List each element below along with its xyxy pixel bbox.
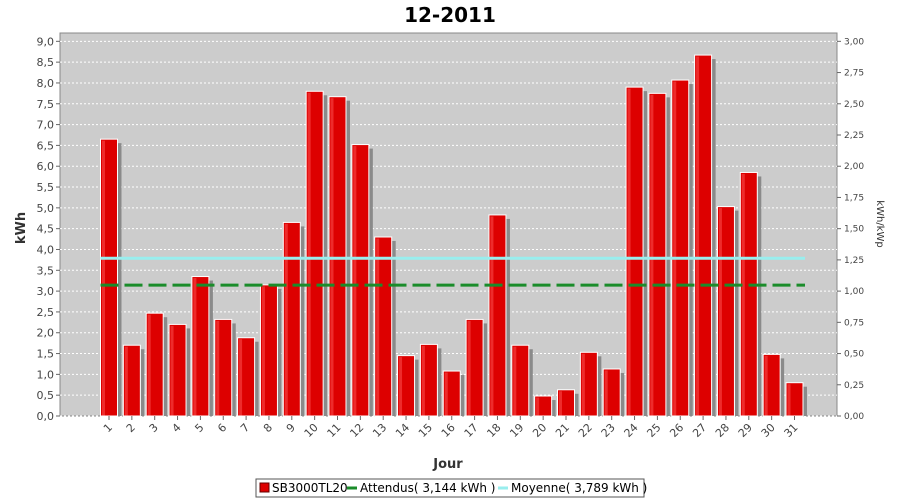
y2-tick-label: 1,25: [844, 256, 864, 266]
y-tick-label: 1,5: [37, 348, 55, 361]
bar-highlight: [604, 370, 608, 416]
chart-title: 12-2011: [404, 3, 496, 27]
y-tick-label: 6,5: [37, 139, 55, 152]
bar-highlight: [718, 208, 722, 416]
y-tick-label: 9,0: [37, 35, 55, 48]
bar-highlight: [490, 216, 494, 416]
legend-swatch-bar: [259, 482, 270, 493]
legend-box: [255, 478, 645, 498]
bar-highlight: [239, 339, 243, 416]
bar-highlight: [216, 320, 220, 416]
bar-highlight: [764, 355, 768, 416]
bar-highlight: [787, 384, 791, 416]
y2-axis-label: kWh/kWp: [874, 200, 885, 247]
reference-lines: [100, 256, 805, 287]
y2-tick-label: 1,75: [844, 193, 864, 203]
y2-tick-label: 3,00: [844, 37, 864, 47]
bar-highlight: [444, 372, 448, 416]
x-axis: 1 2 3 4 5 6 7 8 9 10 11 12 13 14 15 16 17 18 19 20 21 22 23 24 2…: [101, 416, 801, 440]
legend-label-average: Moyenne( 3,789 kWh ): [511, 481, 647, 495]
y-tick-label: 0,5: [37, 389, 55, 402]
bar-highlight: [399, 357, 403, 416]
bar-highlight: [124, 346, 128, 416]
y-tick-label: 7,0: [37, 119, 55, 132]
y2-tick-label: 1,50: [844, 225, 864, 235]
bar-highlight: [353, 146, 357, 416]
y-axis-label: kWh: [14, 212, 29, 244]
bars: [100, 54, 807, 417]
y2-tick-label: 0,75: [844, 318, 864, 328]
bar-highlight: [147, 314, 151, 416]
y-tick-label: 3,5: [37, 264, 55, 277]
legend-label-bar: SB3000TL20: [272, 481, 348, 495]
y2-tick-label: 2,00: [844, 162, 864, 172]
bar-highlight: [559, 391, 562, 416]
y-tick-label: 0,0: [37, 410, 55, 423]
y2-tick-label: 0,25: [844, 381, 864, 391]
bar-highlight: [581, 353, 585, 416]
y2-tick-label: 0,00: [844, 412, 864, 422]
bar-highlight: [170, 325, 174, 416]
legend-label-expected: Attendus( 3,144 kWh ): [360, 481, 495, 495]
y-tick-label: 4,0: [37, 243, 55, 256]
bar-highlight: [696, 56, 700, 416]
y-tick-label: 3,0: [37, 285, 55, 298]
bar-highlight: [741, 173, 745, 416]
y-tick-label: 7,5: [37, 98, 55, 111]
bar-highlight: [467, 320, 471, 416]
y-axis-right: 0,00 0,25 0,50 0,75 1,00 1,25 1,50 1,75 2,00 2,25…: [837, 37, 864, 422]
bar-highlight: [261, 286, 265, 416]
y-tick-label: 6,0: [37, 160, 55, 173]
y-tick-label: 5,5: [37, 181, 55, 194]
bar-highlight: [513, 346, 517, 416]
y2-tick-label: 2,75: [844, 69, 864, 79]
y-tick-label: 8,5: [37, 56, 55, 69]
bar-highlight: [627, 88, 631, 416]
bar-highlight: [650, 94, 654, 416]
x-axis-label: Jour: [432, 457, 463, 472]
y-tick-label: 4,5: [37, 223, 55, 236]
bar-highlight: [102, 140, 105, 416]
y-tick-label: 8,0: [37, 77, 55, 90]
bar-highlight: [673, 81, 677, 416]
y2-tick-label: 2,50: [844, 100, 864, 110]
bar-highlight: [284, 223, 288, 416]
y2-tick-label: 1,00: [844, 287, 864, 297]
y-axis-left: 0,0 0,5 1,0 1,5 2,0 2,5 3,0 3,5 4,0 4,5 5,0 5,5 6,0 6…: [37, 35, 60, 423]
bar-highlight: [376, 238, 380, 416]
bar-highlight: [307, 92, 311, 416]
y-tick-label: 1,0: [37, 368, 55, 381]
legend: SB3000TL20 Attendus( 3,144 kWh ) Moyenne…: [255, 478, 647, 498]
y2-tick-label: 2,25: [844, 131, 864, 141]
bar-highlight: [536, 397, 540, 416]
bar-highlight: [421, 345, 425, 416]
bar-highlight: [193, 278, 197, 416]
y2-tick-label: 0,50: [844, 350, 864, 360]
y-tick-label: 5,0: [37, 202, 55, 215]
y-tick-label: 2,0: [37, 327, 55, 340]
y-tick-label: 2,5: [37, 306, 55, 319]
